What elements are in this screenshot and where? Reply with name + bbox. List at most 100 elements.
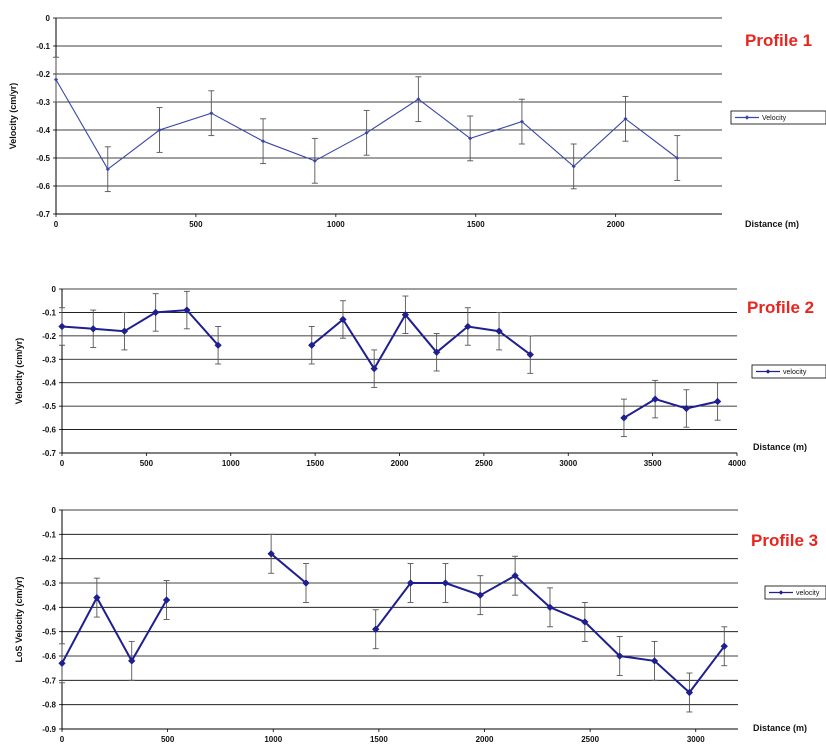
y-tick-label: -0.5	[42, 402, 56, 411]
legend-marker	[744, 115, 750, 120]
series-line	[61, 595, 168, 664]
data-point	[519, 119, 525, 124]
y-tick-label: -0.6	[36, 182, 50, 191]
data-point	[370, 364, 378, 373]
legend-label: Velocity	[762, 115, 787, 122]
series-Velocity	[53, 56, 681, 193]
y-tick-label: -0.1	[36, 42, 50, 51]
legend-box	[751, 364, 826, 379]
x-axis-label: Distance (m)	[753, 723, 807, 733]
chart-profile-2: 0 -0.1 -0.2 -0.3 -0.4 -0.5 -0.6 -0.7 0 500 1000 150…	[14, 285, 826, 468]
y-tick-label: -0.2	[42, 555, 56, 564]
y-tick-label: -0.4	[36, 126, 50, 135]
x-tick-label: 1500	[370, 735, 388, 744]
x-tick-label: 1000	[222, 459, 240, 468]
legend: velocity	[764, 585, 826, 600]
y-axis-label: Velocity (cm/yr)	[14, 338, 24, 405]
legend-label: velocity	[796, 590, 820, 597]
data-point	[511, 571, 519, 580]
y-tick-label: -0.3	[36, 98, 50, 107]
data-point	[339, 315, 347, 324]
y-tick-label: -0.1	[42, 530, 56, 539]
y-tick-label: -0.3	[42, 355, 56, 364]
y-axis-label: Velocity (cm/yr)	[8, 83, 18, 150]
data-point	[546, 603, 554, 612]
data-point	[93, 593, 101, 602]
data-point	[267, 550, 275, 558]
x-axis-label: Distance (m)	[745, 219, 799, 229]
y-tick-label: -0.6	[42, 426, 56, 435]
data-point	[651, 395, 659, 403]
y-tick-label: -0.4	[42, 379, 56, 388]
data-point	[53, 77, 59, 82]
y-tick-label: -0.7	[42, 449, 56, 458]
x-tick-label: 3000	[687, 735, 705, 744]
x-tick-label: 2000	[476, 735, 494, 744]
chart-title: Profile 1	[745, 31, 812, 50]
x-tick-label: 500	[161, 735, 175, 744]
chart-title: Profile 2	[747, 298, 814, 317]
x-tick-label: 0	[60, 459, 65, 468]
data-point	[302, 579, 310, 587]
legend: velocity	[751, 364, 826, 379]
data-point	[260, 139, 266, 144]
x-tick-label: 2500	[581, 735, 599, 744]
x-tick-label: 1500	[467, 220, 485, 229]
x-tick-label: 2000	[607, 220, 625, 229]
data-point	[127, 657, 136, 665]
series-velocity	[58, 533, 729, 713]
y-tick-label: -0.9	[42, 725, 56, 734]
data-point	[401, 311, 410, 319]
x-tick-label: 2500	[475, 459, 493, 468]
legend-label: velocity	[783, 369, 807, 376]
y-tick-label: -0.5	[36, 154, 50, 163]
data-point	[89, 325, 97, 333]
data-point	[650, 657, 659, 665]
data-point	[162, 596, 171, 604]
chart-profile-1: 0 -0.1 -0.2 -0.3 -0.4 -0.5 -0.6 -0.7 0 500 1000 150…	[8, 14, 826, 229]
data-point	[151, 308, 160, 317]
data-point	[581, 618, 589, 626]
data-point	[58, 659, 66, 668]
y-tick-label: -0.3	[42, 579, 56, 588]
data-point	[571, 164, 576, 169]
legend: Velocity	[730, 110, 826, 125]
data-point	[615, 652, 624, 660]
data-point	[105, 167, 110, 172]
x-tick-label: 4000	[728, 459, 746, 468]
x-tick-label: 0	[54, 220, 59, 229]
data-point	[464, 322, 472, 331]
y-tick-label: -0.4	[42, 603, 56, 612]
legend-marker	[765, 369, 771, 374]
legend-marker	[778, 590, 784, 595]
x-tick-label: 1000	[264, 735, 282, 744]
data-point	[467, 136, 473, 141]
x-tick-label: 3000	[559, 459, 577, 468]
data-point	[720, 642, 729, 651]
y-tick-label: -0.1	[42, 308, 56, 317]
y-tick-label: 0	[52, 285, 57, 294]
data-point	[441, 579, 450, 587]
data-point	[364, 130, 369, 135]
x-tick-label: 500	[140, 459, 154, 468]
y-tick-label: 0	[46, 14, 51, 23]
data-point	[406, 579, 415, 587]
data-point	[495, 327, 503, 335]
series-line	[311, 313, 531, 371]
data-point	[713, 397, 722, 406]
y-tick-label: -0.5	[42, 628, 56, 637]
y-tick-label: -0.2	[36, 70, 50, 79]
x-axis-label: Distance (m)	[753, 442, 807, 452]
legend-box	[730, 110, 826, 125]
data-point	[526, 350, 535, 359]
y-tick-label: -0.7	[36, 210, 50, 219]
x-tick-label: 1500	[306, 459, 324, 468]
y-tick-label: -0.8	[42, 701, 56, 710]
series-line	[623, 398, 718, 419]
x-tick-label: 3500	[644, 459, 662, 468]
data-point	[307, 341, 316, 349]
x-tick-label: 1000	[327, 220, 345, 229]
data-point	[58, 322, 66, 331]
x-tick-label: 2000	[391, 459, 409, 468]
